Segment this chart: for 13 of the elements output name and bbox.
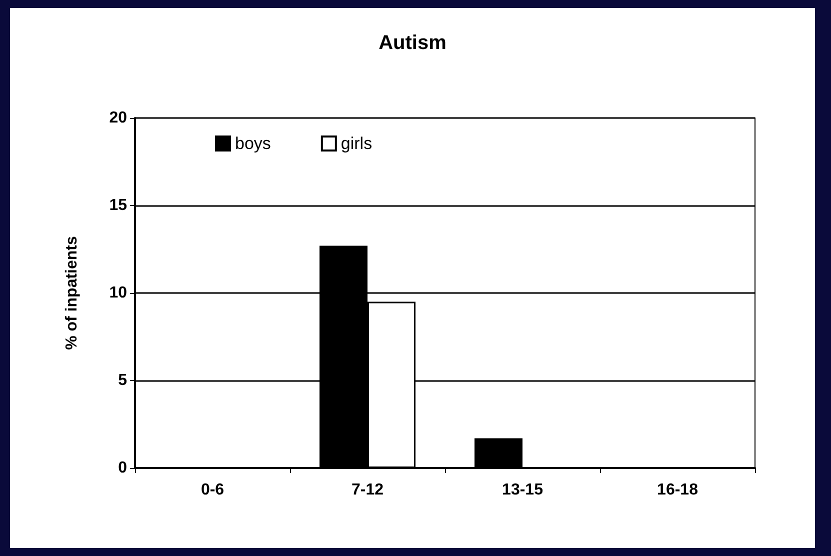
x-tick-label: 0-6 bbox=[200, 482, 224, 498]
x-tick-label: 7-12 bbox=[351, 482, 384, 498]
chart-title: Autism bbox=[378, 32, 446, 54]
y-tick-label: 15 bbox=[109, 197, 128, 214]
y-tick-label: 0 bbox=[118, 460, 128, 476]
legend-label: boys bbox=[235, 134, 271, 153]
y-axis-title: % of inpatients bbox=[64, 236, 80, 350]
legend-label: girls bbox=[340, 134, 372, 153]
y-tick-label: 5 bbox=[118, 372, 128, 389]
x-tick-label: 16-18 bbox=[657, 482, 698, 498]
x-tick-label: 13-15 bbox=[502, 482, 544, 498]
y-tick-label: 10 bbox=[109, 284, 128, 302]
y-tick-label: 20 bbox=[109, 110, 128, 126]
